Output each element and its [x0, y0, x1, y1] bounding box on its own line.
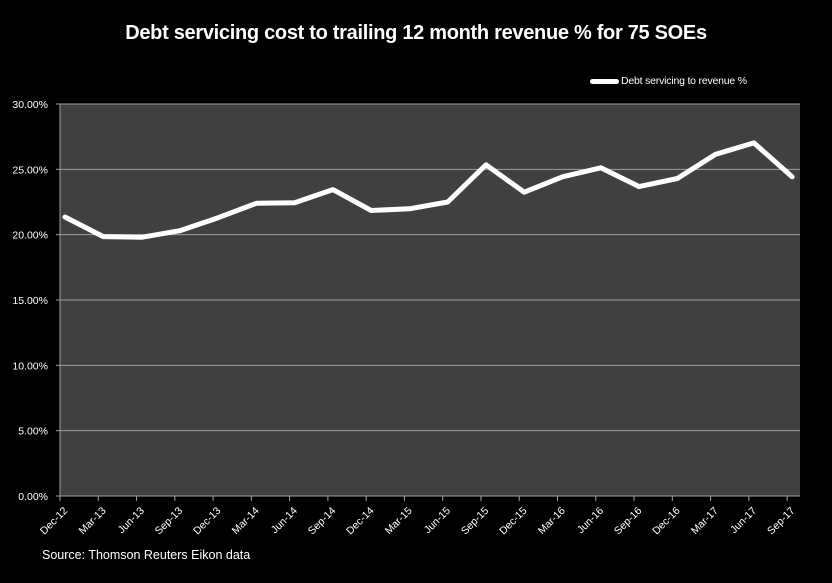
x-tick-label: Dec-15: [497, 505, 530, 538]
legend-swatch: [590, 78, 619, 84]
gridlines: [60, 103, 800, 432]
y-tick-label: 20.00%: [12, 230, 48, 242]
y-tick-label: 0.00%: [18, 491, 48, 503]
x-tick-label: Jun-16: [575, 505, 606, 536]
x-tick-label: Jun-14: [269, 505, 300, 536]
x-tick-label: Sep-16: [612, 505, 645, 538]
y-tick-label: 25.00%: [12, 164, 48, 176]
y-tick-label: 10.00%: [12, 360, 48, 372]
x-tick-label: Mar-13: [77, 505, 109, 537]
x-tick-label: Jun-17: [728, 505, 759, 536]
series-line: [62, 140, 795, 240]
x-tick-label: Sep-13: [153, 505, 186, 538]
x-axis: Dec-12 Mar-13 Jun-13 Sep-13 Dec-13 Mar-14 Jun-…: [38, 495, 800, 538]
source-note: Source: Thomson Reuters Eikon data: [42, 548, 251, 562]
x-tick-label: Sep-14: [306, 505, 339, 538]
x-tick-label: Dec-12: [38, 505, 71, 538]
x-tick-label: Dec-13: [191, 505, 224, 538]
legend: Debt servicing to revenue %: [590, 74, 747, 88]
x-tick-label: Mar-14: [230, 505, 262, 537]
x-tick-label: Dec-16: [650, 505, 683, 538]
x-tick-label: Mar-15: [383, 505, 415, 537]
y-tick-label: 5.00%: [18, 426, 48, 438]
x-tick-label: Mar-17: [689, 505, 721, 537]
x-tick-label: Sep-17: [765, 505, 798, 538]
x-tick-label: Mar-16: [536, 505, 568, 537]
x-tick-label: Jun-15: [422, 505, 453, 536]
chart-title: Debt servicing cost to trailing 12 month…: [125, 22, 707, 44]
x-tick-label: Sep-15: [459, 505, 492, 538]
y-tick-label: 30.00%: [12, 99, 48, 111]
series: [62, 140, 795, 240]
x-tick-label: Jun-13: [116, 505, 147, 536]
x-tick-label: Dec-14: [344, 505, 377, 538]
y-tick-label: 15.00%: [12, 295, 48, 307]
y-axis: 0.00% 5.00% 10.00% 15.00% 20.00% 25.00% 30.00%: [12, 99, 61, 503]
legend-label: Debt servicing to revenue %: [621, 75, 747, 87]
